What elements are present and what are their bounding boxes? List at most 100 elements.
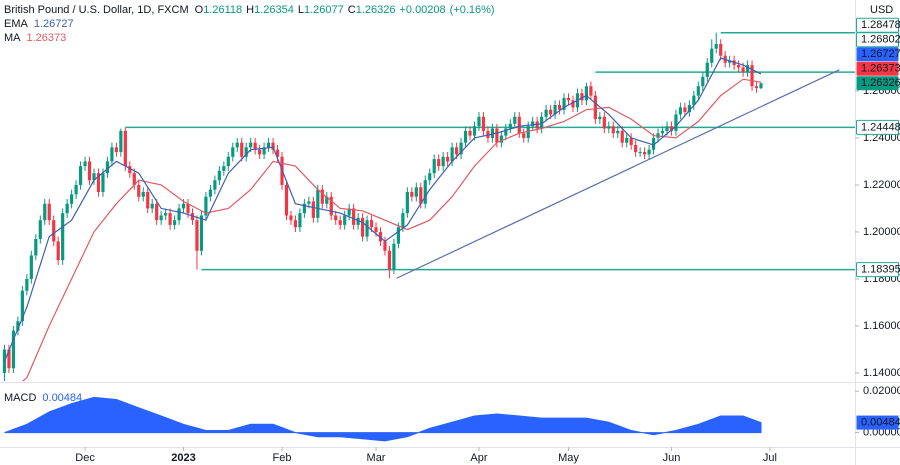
candle-body (266, 142, 271, 148)
candle-body (540, 116, 544, 129)
candle-body (557, 105, 562, 110)
candle-body (128, 166, 132, 174)
candle-body (602, 116, 606, 129)
candle-body (535, 121, 539, 129)
candle-body (405, 191, 409, 214)
candle-body (316, 189, 320, 218)
candle-body (29, 255, 33, 279)
price-label-box (856, 61, 899, 76)
price-label: 1.28478 (861, 19, 900, 31)
legend-value: 1.26373 (27, 32, 67, 44)
candle-body (217, 170, 221, 181)
candle-body (745, 65, 750, 73)
candle-body (47, 203, 51, 221)
candle-body (293, 220, 298, 228)
candle-body (495, 128, 499, 143)
candle-body (566, 97, 571, 101)
ohlc-label: C (348, 4, 356, 16)
candle-body (168, 213, 172, 225)
candle-body (325, 196, 329, 204)
x-tick-label: Jun (663, 452, 681, 464)
candle-body (52, 220, 56, 242)
candle-body (2, 349, 7, 373)
candle-body (20, 290, 24, 322)
candle-body (43, 203, 47, 221)
candle-body (383, 241, 387, 251)
candle-body (598, 116, 602, 120)
candle-body (513, 116, 517, 124)
ohlc-label: L (298, 4, 304, 16)
candle-body (235, 142, 239, 148)
ma-line (21, 78, 762, 381)
candle-body (137, 184, 141, 197)
candle-body (213, 180, 217, 190)
candle-body (34, 238, 38, 256)
change: +0.00208 (399, 4, 445, 16)
candle-body (365, 220, 369, 237)
candle-body (562, 97, 566, 110)
candle-body (593, 95, 597, 120)
candle-body (401, 213, 405, 228)
candle-body (302, 203, 306, 214)
candle-body (719, 43, 723, 56)
candle-body (705, 62, 709, 77)
candle-body (374, 227, 378, 232)
candle-body (481, 116, 486, 131)
trend-line (396, 69, 840, 279)
candle-body (155, 203, 159, 221)
candle-body (253, 142, 257, 150)
candle-body (454, 147, 459, 155)
candle-body (553, 105, 557, 115)
candle-body (146, 191, 150, 209)
candle-body (352, 208, 356, 225)
candle-body (468, 130, 472, 136)
x-tick-label: Feb (273, 452, 292, 464)
candle-body (195, 220, 199, 251)
ohlc-value: 1.26326 (356, 4, 396, 16)
ohlc-value: 1.26077 (304, 4, 344, 16)
x-tick-label: May (558, 452, 579, 464)
legend-name: MACD (4, 392, 36, 404)
candle-body (78, 166, 83, 185)
candle-body (190, 213, 195, 221)
candle-body (38, 220, 42, 239)
price-label-box (856, 119, 899, 135)
y-tick-label: 0.02000 (863, 385, 900, 397)
candle-body (159, 215, 163, 221)
legend-name: EMA (4, 18, 29, 30)
candle-body (119, 130, 123, 153)
price-label: 1.26802 (861, 34, 900, 46)
candle-body (96, 173, 101, 192)
candle-body (7, 349, 11, 369)
candle-body (687, 105, 691, 113)
candle-body (634, 144, 638, 153)
ema-legend: EMA 1.26727 (4, 18, 74, 30)
price-label: 0.00484 (861, 416, 900, 428)
price-label-box (856, 415, 899, 430)
candle-body (544, 109, 548, 117)
price-label: 1.18395 (861, 264, 900, 276)
candle-body (607, 126, 611, 129)
candle-body (651, 137, 656, 150)
candle-body (701, 76, 705, 87)
candle-body (338, 220, 342, 225)
symbol: British Pound / U.S. Dollar, 1D, FXCM (4, 4, 189, 16)
candle-body (392, 243, 396, 270)
ohlc-value: 1.26118 (203, 4, 242, 16)
y-tick-label: 1.16000 (863, 320, 900, 332)
candle-body (660, 130, 665, 134)
candle-body (754, 86, 759, 89)
price-label: 1.26326 (861, 77, 900, 89)
candle-body (92, 173, 96, 181)
candle-body (141, 191, 145, 197)
candle-body (74, 184, 78, 195)
candle-body (244, 147, 248, 157)
candle-body (16, 321, 20, 331)
candle-body (25, 278, 29, 291)
candle-body (526, 126, 530, 138)
candle-body (334, 215, 338, 221)
candle-body (584, 86, 589, 101)
candle-body (150, 203, 154, 209)
